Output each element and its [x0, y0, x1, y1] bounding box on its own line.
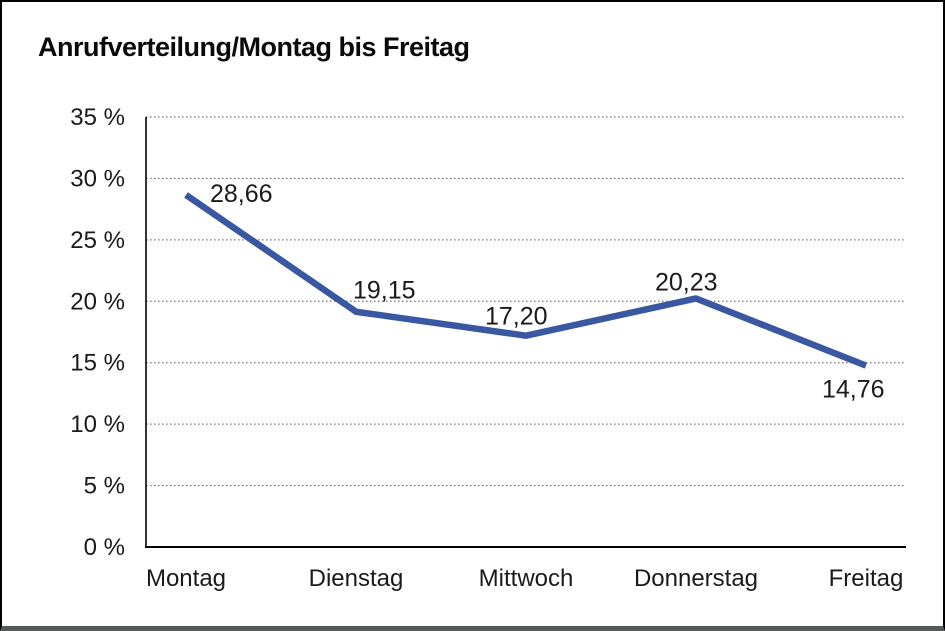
x-axis-label: Montag	[146, 565, 226, 592]
y-axis-tick-label: 15 %	[70, 350, 125, 377]
y-axis-tick-label: 35 %	[70, 104, 125, 131]
x-axis-label: Freitag	[829, 565, 904, 592]
y-axis-tick-label: 20 %	[70, 288, 125, 315]
y-axis-tick-label: 0 %	[84, 534, 125, 561]
data-point-label: 17,20	[485, 303, 548, 331]
data-point-label: 19,15	[353, 277, 416, 305]
series-line	[184, 192, 868, 369]
x-axis-label: Mittwoch	[479, 565, 574, 592]
y-axis-tick-label: 10 %	[70, 411, 125, 438]
y-axis-tick-label: 30 %	[70, 165, 125, 192]
x-axis-label: Dienstag	[309, 565, 404, 592]
data-point-label: 20,23	[655, 268, 718, 296]
x-axis-label: Donnerstag	[634, 565, 758, 592]
y-axis-tick-label: 5 %	[84, 473, 125, 500]
y-axis-tick-label: 25 %	[70, 227, 125, 254]
data-point-label: 14,76	[822, 376, 885, 404]
chart-title: Anrufverteilung/Montag bis Freitag	[38, 32, 470, 62]
data-point-label: 28,66	[210, 180, 273, 208]
